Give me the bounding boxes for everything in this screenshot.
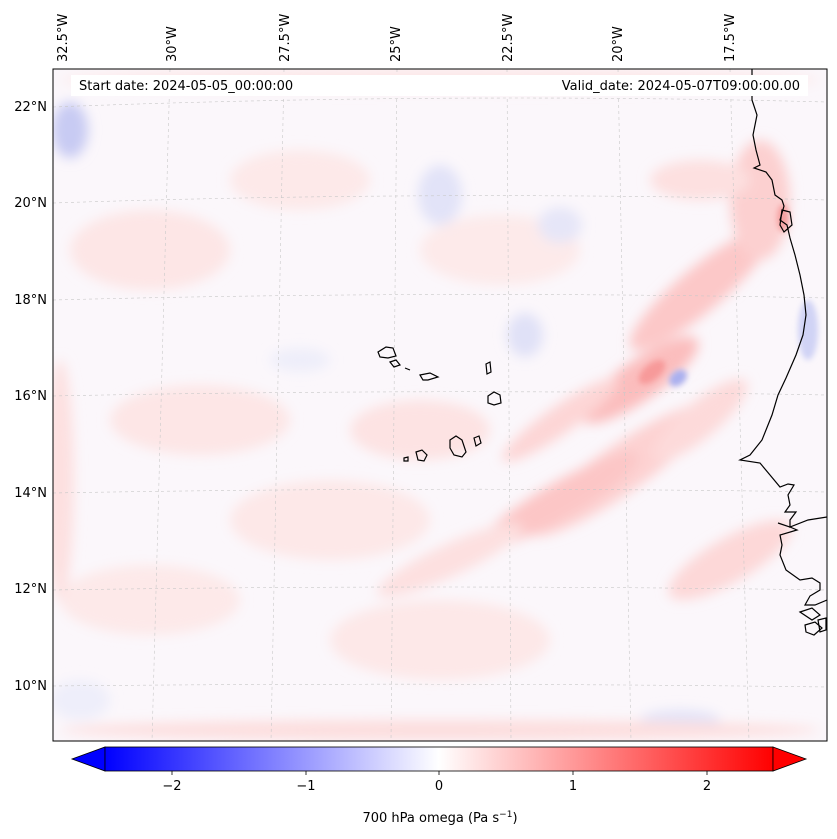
colorbar-gradient	[104, 746, 774, 772]
colorbar: −2 −1 0 1 2 700 hPa omega (Pa s−1)	[70, 746, 808, 826]
colorbar-extend-left	[70, 746, 106, 772]
lat-tick: 22°N	[14, 100, 47, 115]
lon-tick: 25°W	[389, 26, 404, 62]
colorbar-tick: 1	[569, 779, 577, 794]
colorbar-label-exponent: −1	[499, 810, 512, 820]
omega-field	[53, 70, 820, 740]
cape-verde-island-brava	[403, 456, 409, 462]
cape-verde-island-sao-nicolau	[419, 372, 440, 381]
cape-verde-island-boa-vista	[487, 391, 502, 406]
guinea-islands	[798, 607, 827, 636]
map-frame	[52, 68, 828, 742]
lat-tick: 14°N	[14, 486, 47, 501]
lat-tick: 12°N	[14, 582, 47, 597]
africa-coastline	[738, 69, 827, 528]
lon-tick: 17.5°W	[723, 14, 738, 62]
lon-tick: 27.5°W	[278, 14, 293, 62]
lat-tick: 16°N	[14, 389, 47, 404]
cape-verde-island-sal	[485, 361, 492, 375]
header-box	[71, 75, 808, 96]
valid-date-label: Valid_date: 2024-05-07T09:00:00.00	[562, 79, 800, 94]
lon-tick: 20°W	[611, 26, 626, 62]
lat-tick: 10°N	[14, 679, 47, 694]
lon-tick: 30°W	[165, 26, 180, 62]
colorbar-extend-right	[772, 746, 808, 772]
start-date-label: Start date: 2024-05-05_00:00:00	[79, 79, 293, 94]
colorbar-tick: −1	[296, 779, 315, 794]
coastlines	[377, 69, 827, 636]
lat-tick: 20°N	[14, 196, 47, 211]
lon-tick: 32.5°W	[56, 14, 71, 62]
cape-verde-island-sao-vicente	[388, 359, 402, 368]
longitude-ticks: 32.5°W 30°W 27.5°W 25°W 22.5°W 20°W 17.5…	[56, 14, 738, 62]
colorbar-tick: −2	[162, 779, 181, 794]
cape-verde-island-santa-luzia	[404, 367, 411, 371]
colorbar-label: 700 hPa omega (Pa s−1)	[362, 810, 517, 826]
colorbar-label-main: 700 hPa omega (Pa s	[362, 811, 499, 826]
latitude-ticks: 22°N 20°N 18°N 16°N 14°N 12°N 10°N	[14, 100, 47, 694]
cape-verde-island-fogo	[415, 449, 428, 462]
cape-verde-island-santiago	[449, 435, 467, 458]
graticule	[53, 69, 827, 741]
senegal-guinea-coast	[777, 522, 827, 606]
cape-verde-island-maio	[473, 435, 482, 447]
colorbar-tick: 0	[435, 779, 443, 794]
cape-verde-island-santo-antao	[377, 346, 397, 359]
omega-field-detail	[638, 204, 818, 387]
senegal-river-mark	[779, 209, 793, 233]
map-panel	[53, 69, 827, 741]
colorbar-tick: 2	[703, 779, 711, 794]
lon-tick: 22.5°W	[501, 14, 516, 62]
colorbar-label-close: )	[512, 811, 517, 826]
colorbar-tick-marks	[171, 771, 708, 775]
lat-tick: 18°N	[14, 293, 47, 308]
